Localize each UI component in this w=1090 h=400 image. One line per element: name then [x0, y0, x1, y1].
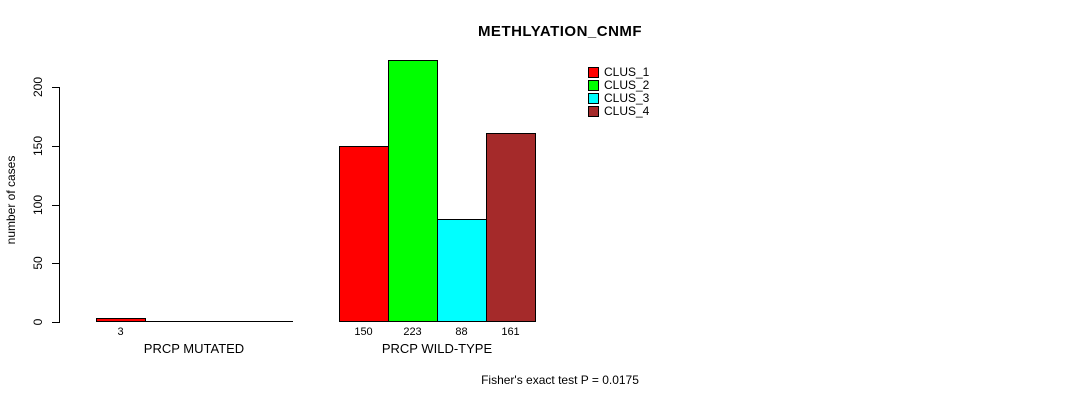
bar-zero-clus_4	[243, 321, 293, 322]
legend-item-label: CLUS_4	[604, 104, 650, 118]
bar-clus_1	[96, 318, 146, 322]
bar-value-label: 3	[117, 326, 124, 338]
bar-value-label: 161	[501, 326, 520, 338]
y-tick	[52, 263, 59, 264]
legend-item: CLUS_1	[588, 66, 649, 79]
y-tick-label: 0	[31, 318, 45, 326]
bar-value-label: 223	[403, 326, 422, 338]
legend-color-swatch	[588, 106, 599, 117]
bar-clus_4	[486, 133, 536, 322]
bar-value-label: 150	[354, 326, 373, 338]
bar-zero-clus_2	[145, 321, 195, 322]
y-tick	[52, 146, 59, 147]
legend-item-label: CLUS_1	[604, 65, 650, 79]
legend-item: CLUS_2	[588, 79, 649, 92]
legend: CLUS_1 CLUS_2 CLUS_3 CLUS_4	[588, 66, 649, 118]
y-tick-label: 50	[31, 256, 45, 270]
bar-clus_1	[339, 146, 389, 322]
legend-color-swatch	[588, 93, 599, 104]
y-tick	[52, 322, 59, 323]
legend-item: CLUS_4	[588, 105, 649, 118]
legend-item-label: CLUS_2	[604, 78, 650, 92]
legend-color-swatch	[588, 80, 599, 91]
chart-title: METHLYATION_CNMF	[477, 23, 643, 40]
y-tick	[52, 205, 59, 206]
y-axis-line	[59, 87, 60, 323]
legend-item: CLUS_3	[588, 92, 649, 105]
y-tick	[52, 87, 59, 88]
group-label-prcp-wild-type: PRCP WILD-TYPE	[381, 341, 493, 356]
bar-value-label: 88	[455, 326, 468, 338]
bar-clus_2	[388, 60, 438, 322]
legend-item-label: CLUS_3	[604, 91, 650, 105]
y-axis-label: number of cases	[4, 155, 18, 245]
y-tick-label: 200	[31, 76, 45, 98]
annotation-fisher-test: Fisher's exact test P = 0.0175	[481, 373, 639, 387]
bar-zero-clus_3	[194, 321, 244, 322]
group-label-prcp-mutated: PRCP MUTATED	[143, 341, 245, 356]
legend-color-swatch	[588, 67, 599, 78]
y-tick-label: 100	[31, 194, 45, 216]
bar-clus_3	[437, 219, 487, 322]
y-tick-label: 150	[31, 135, 45, 157]
